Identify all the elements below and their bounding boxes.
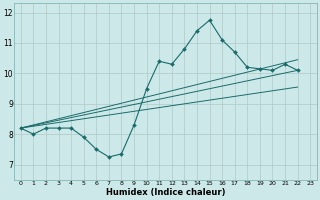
X-axis label: Humidex (Indice chaleur): Humidex (Indice chaleur)	[106, 188, 225, 197]
